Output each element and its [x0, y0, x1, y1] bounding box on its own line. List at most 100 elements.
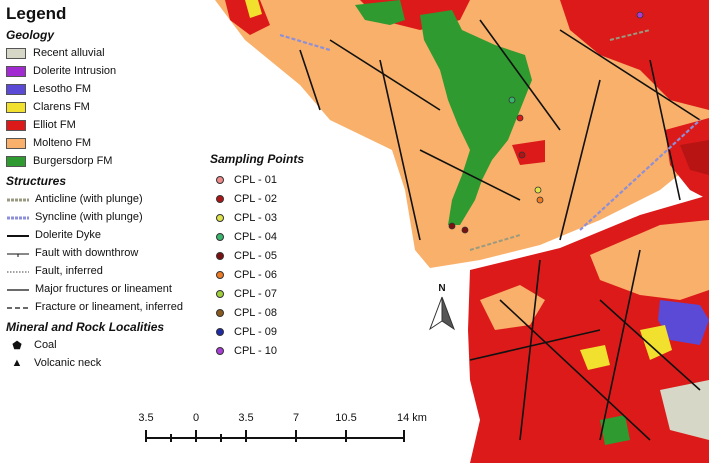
geology-label: Lesotho FM [33, 83, 92, 95]
sampling-label: CPL - 02 [234, 192, 278, 205]
map-sampling-points [448, 11, 644, 234]
sampling-item: CPL - 03 [210, 208, 320, 227]
scale-bar: 3.5 0 3.5 7 10.5 14 km [132, 412, 442, 452]
north-arrow-icon [428, 296, 456, 331]
clarens-patch-south2 [580, 345, 610, 370]
structure-label: Fault with downthrow [35, 247, 139, 259]
structure-label: Major fructures or lineament [35, 283, 172, 295]
sampling-label: CPL - 01 [234, 173, 278, 186]
burgersdorp-patch-south [600, 415, 630, 445]
structure-item: Fault with downthrow [6, 244, 221, 262]
elliot-patch-ne [560, 0, 709, 110]
geology-item: Lesotho FM [6, 80, 221, 98]
north-label: N [438, 283, 446, 294]
sampling-item: CPL - 10 [210, 341, 320, 360]
sampling-legend: Sampling Points CPL - 01 CPL - 02 CPL - 03… [210, 148, 320, 360]
geology-item: Elliot FM [6, 116, 221, 134]
structure-item: Syncline (with plunge) [6, 208, 221, 226]
molteno-patch-south [590, 220, 709, 300]
sampling-item: CPL - 01 [210, 170, 320, 189]
scale-label: 10.5 [335, 412, 357, 424]
structure-item: Fracture or lineament, inferred [6, 298, 221, 316]
elliot-patch-mid [512, 140, 545, 165]
structure-item: Anticline (with plunge) [6, 190, 221, 208]
sampling-item: CPL - 04 [210, 227, 320, 246]
sampling-label: CPL - 10 [234, 344, 278, 357]
structure-label: Fault, inferred [35, 265, 103, 277]
geology-label: Burgersdorp FM [33, 155, 113, 167]
sampling-dot-icon [216, 213, 224, 222]
geology-label: Dolerite Intrusion [33, 65, 117, 77]
mineral-item: ⬟ Coal [6, 336, 221, 354]
legend: Legend Geology Recent alluvial Dolerite I… [6, 4, 221, 372]
syncline-line-icon [7, 216, 29, 219]
geology-swatch [6, 137, 26, 149]
clarens-patch-south [640, 325, 672, 360]
scale-label: 7 [292, 412, 300, 424]
sampling-dot-icon [216, 327, 224, 336]
syncline-traces [279, 33, 701, 231]
lesotho-patch [658, 300, 709, 345]
structure-item: Dolerite Dyke [6, 226, 221, 244]
triangle-icon: ▲ [11, 357, 23, 369]
north-arrow: N [425, 283, 459, 335]
sampling-label: CPL - 03 [234, 211, 278, 224]
burgersdorp-branch [355, 0, 405, 25]
minerals-list: ⬟ Coal ▲ Volcanic neck [6, 336, 221, 372]
dolerite-dykes [299, 19, 701, 441]
sampling-label: CPL - 07 [234, 287, 278, 300]
sampling-dot-icon [216, 270, 224, 279]
geology-item: Burgersdorp FM [6, 152, 221, 170]
sampling-label: CPL - 05 [234, 249, 278, 262]
geology-swatch [6, 47, 26, 59]
structure-item: Major fructures or lineament [6, 280, 221, 298]
sampling-label: CPL - 04 [234, 230, 278, 243]
scale-label: 0 [192, 412, 200, 424]
fault-inferred-icon [7, 271, 29, 272]
sampling-item: CPL - 06 [210, 265, 320, 284]
geology-item: Molteno FM [6, 134, 221, 152]
sampling-item: CPL - 07 [210, 284, 320, 303]
structure-item: Fault, inferred [6, 262, 221, 280]
sampling-item: CPL - 05 [210, 246, 320, 265]
anticline-traces [469, 29, 651, 251]
mineral-label: Volcanic neck [34, 357, 102, 369]
structures-heading: Structures [6, 174, 67, 188]
geology-swatch [6, 83, 26, 95]
geology-item: Recent alluvial [6, 44, 221, 62]
sampling-item: CPL - 08 [210, 303, 320, 322]
mineral-item: ▲ Volcanic neck [6, 354, 221, 372]
inferred-lineament-icon [7, 306, 29, 309]
scale-label: 3.5 [138, 412, 154, 424]
sampling-label: CPL - 06 [234, 268, 278, 281]
scale-label: 3.5 [238, 412, 254, 424]
sampling-dot-icon [216, 308, 224, 317]
geology-label: Elliot FM [33, 119, 76, 131]
legend-title: Legend [6, 4, 67, 23]
sampling-item: CPL - 02 [210, 189, 320, 208]
geology-label: Recent alluvial [33, 47, 105, 59]
elliot-patch-east-blob [680, 140, 709, 175]
sampling-dot-icon [216, 175, 224, 184]
mineral-label: Coal [34, 339, 57, 351]
structure-label: Anticline (with plunge) [35, 193, 143, 205]
alluvial-patch [660, 380, 709, 440]
geology-item: Clarens FM [6, 98, 221, 116]
sampling-label: CPL - 08 [234, 306, 278, 319]
geology-list: Recent alluvial Dolerite Intrusion Lesotho… [6, 44, 221, 170]
minerals-heading: Mineral and Rock Localities [6, 320, 165, 334]
sampling-dot-icon [216, 346, 224, 355]
molteno-region-north [215, 0, 709, 268]
sampling-dot-icon [216, 251, 224, 260]
anticline-line-icon [7, 198, 29, 201]
sampling-heading: Sampling Points [210, 152, 305, 166]
geology-heading: Geology [6, 28, 55, 42]
major-lineament-icon [7, 288, 29, 291]
geology-swatch [6, 119, 26, 131]
sampling-dot-icon [216, 232, 224, 241]
burgersdorp-region [420, 10, 532, 225]
structure-label: Dolerite Dyke [35, 229, 102, 241]
scale-bar-graphic [145, 430, 405, 442]
sampling-list: CPL - 01 CPL - 02 CPL - 03 CPL - 04 CPL - 05… [210, 170, 320, 360]
